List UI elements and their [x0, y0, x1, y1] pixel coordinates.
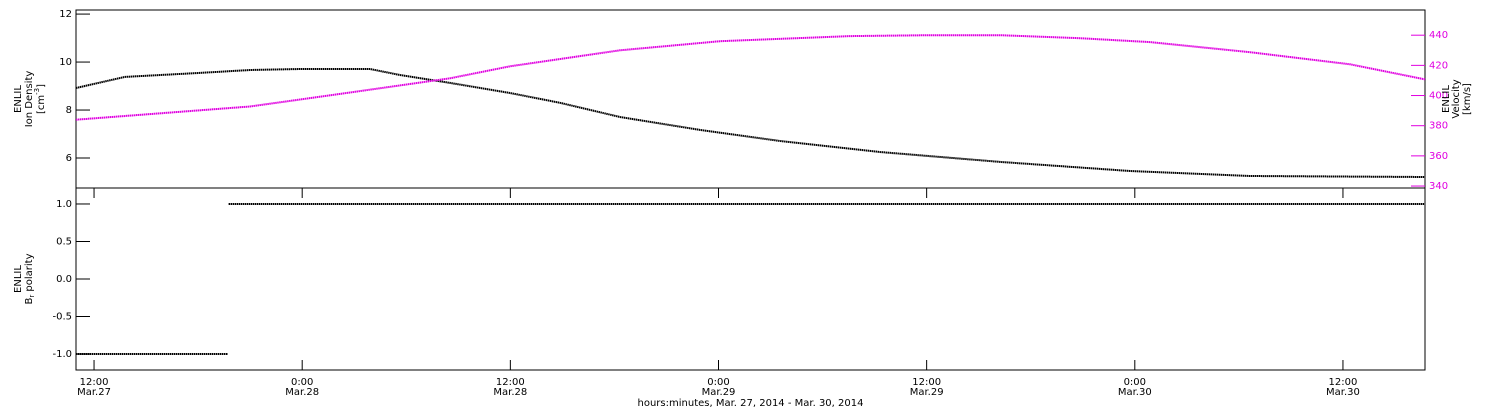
- x-tick-sublabel: Mar.30: [1118, 387, 1152, 398]
- y2-axis-unit: [km/s]: [1462, 83, 1473, 115]
- y2-tick-label: 340: [1429, 181, 1448, 192]
- y-axis-unit: [cm-3]: [33, 84, 47, 114]
- y2-axis-name: ENLIL: [1441, 85, 1452, 113]
- y-axis-name: ENLIL: [13, 265, 24, 293]
- y-axis-symbol: B: [24, 298, 35, 305]
- x-axis-title: hours:minutes, Mar. 27, 2014 - Mar. 30, …: [638, 398, 864, 409]
- y2-tick-label: 360: [1429, 151, 1448, 162]
- top-frame: [75, 9, 1426, 189]
- y-axis-text: Ion Density: [24, 71, 35, 128]
- x-tick-label: 12:00: [80, 377, 109, 388]
- y-tick-label: 6: [66, 153, 72, 164]
- data-line: [76, 203, 1425, 355]
- y-tick-label: -0.5: [52, 312, 72, 323]
- bottom-frame: [75, 187, 1426, 371]
- y-tick-label: 8: [66, 105, 72, 116]
- y-tick-label: 10: [59, 57, 72, 68]
- y-tick-label: -1.0: [52, 349, 72, 360]
- x-tick-sublabel: Mar.29: [702, 387, 736, 398]
- x-tick-sublabel: Mar.28: [285, 387, 319, 398]
- y-axis-unit-close: ]: [36, 84, 47, 88]
- x-tick-label: 12:00: [496, 377, 525, 388]
- y-axis-title: Br polarity: [24, 253, 36, 304]
- y2-axis-text: Velocity: [1451, 79, 1462, 118]
- y-tick-label: 1.0: [56, 199, 72, 210]
- y-tick-label: 0.0: [56, 274, 72, 285]
- y2-tick-label: 440: [1429, 30, 1448, 41]
- data-line: [75, 68, 1426, 178]
- x-tick-label: 12:00: [912, 377, 941, 388]
- y2-tick-label: 420: [1429, 60, 1448, 71]
- y2-tick-label: 380: [1429, 121, 1448, 132]
- y-axis-subscript: r: [28, 295, 36, 298]
- y-tick-label: 0.5: [56, 236, 72, 247]
- x-tick-label: 0:00: [1124, 377, 1146, 388]
- x-tick-sublabel: Mar.30: [1326, 387, 1360, 398]
- x-tick-sublabel: Mar.29: [910, 387, 944, 398]
- data-line: [75, 34, 1426, 121]
- x-tick-sublabel: Mar.27: [77, 387, 111, 398]
- x-tick-sublabel: Mar.28: [493, 387, 527, 398]
- x-tick-label: 12:00: [1329, 377, 1358, 388]
- y-axis-text: polarity: [24, 253, 35, 291]
- y-axis-title: Ion Density: [24, 71, 35, 128]
- y-axis-unit-open: [cm: [36, 95, 47, 114]
- y-axis-name: ENLIL: [13, 85, 24, 113]
- y-tick-label: 12: [59, 9, 72, 20]
- y2-tick-label: 400: [1429, 91, 1448, 102]
- y-axis-unit-sup: -3: [33, 88, 41, 95]
- x-tick-label: 0:00: [707, 377, 729, 388]
- x-tick-label: 0:00: [291, 377, 313, 388]
